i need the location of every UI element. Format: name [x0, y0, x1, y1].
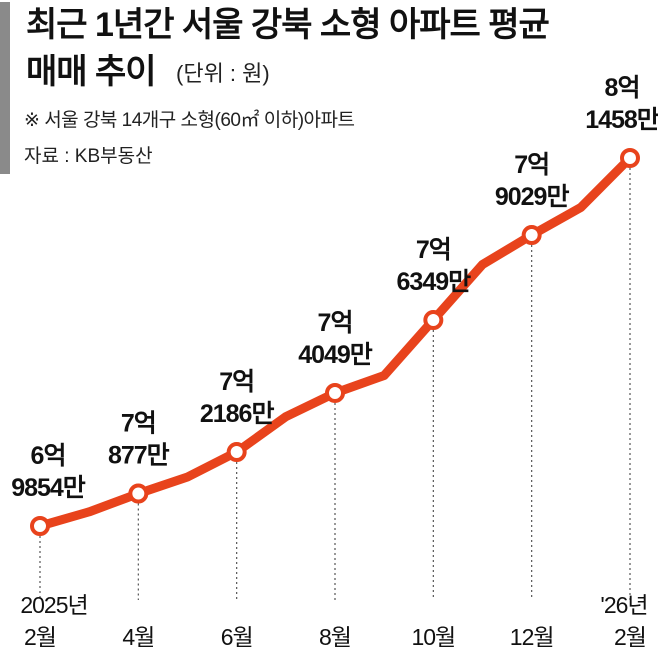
- data-point: [325, 382, 345, 403]
- footnote: ※ 서울 강북 14개구 소형(60㎡ 이하)아파트: [24, 110, 355, 131]
- data-point: [423, 310, 444, 331]
- data-label-man: 9029만: [495, 183, 570, 211]
- data-label-man: 6349만: [397, 268, 472, 296]
- data-label-man: 4049만: [298, 341, 373, 369]
- x-tick-month: 6월: [221, 624, 253, 650]
- unit-label: (단위 : 원): [176, 61, 270, 86]
- data-point: [30, 516, 50, 536]
- data-point: [128, 483, 149, 504]
- source-label: 자료 : KB부동산: [24, 146, 153, 167]
- x-tick-month: 8월: [319, 624, 351, 650]
- data-label-man: 9854만: [11, 474, 86, 502]
- title-accent-bar: [0, 2, 10, 174]
- chart-title: 최근 1년간 서울 강북 소형 아파트 평균 매매 추이: [26, 2, 550, 96]
- data-point: [620, 148, 640, 168]
- data-label-man: 877만: [108, 442, 170, 470]
- x-tick-month: 10월: [411, 624, 455, 650]
- x-tick-year: '26년: [600, 592, 647, 618]
- x-tick-year: 2025년: [20, 592, 87, 618]
- data-label-eok: 7억: [121, 410, 156, 438]
- data-point: [521, 225, 542, 246]
- data-label-eok: 7억: [219, 368, 254, 396]
- data-label-eok: 7억: [514, 151, 549, 179]
- data-label-man: 2186만: [200, 400, 275, 428]
- data-label-eok: 6억: [31, 442, 66, 470]
- data-label-eok: 7억: [416, 236, 451, 264]
- x-tick-month: 4월: [122, 624, 154, 650]
- chart-title-line2: 매매 추이: [26, 53, 157, 91]
- data-point: [226, 442, 247, 463]
- x-tick-month: 2월: [614, 624, 646, 650]
- chart-title-line1: 최근 1년간 서울 강북 소형 아파트 평균: [26, 6, 550, 44]
- x-tick-month: 12월: [510, 624, 554, 650]
- data-label-eok: 7억: [318, 309, 353, 337]
- x-tick-month: 2월: [24, 624, 56, 650]
- data-label-man: 1458만: [585, 106, 658, 134]
- data-label-eok: 8억: [605, 74, 640, 102]
